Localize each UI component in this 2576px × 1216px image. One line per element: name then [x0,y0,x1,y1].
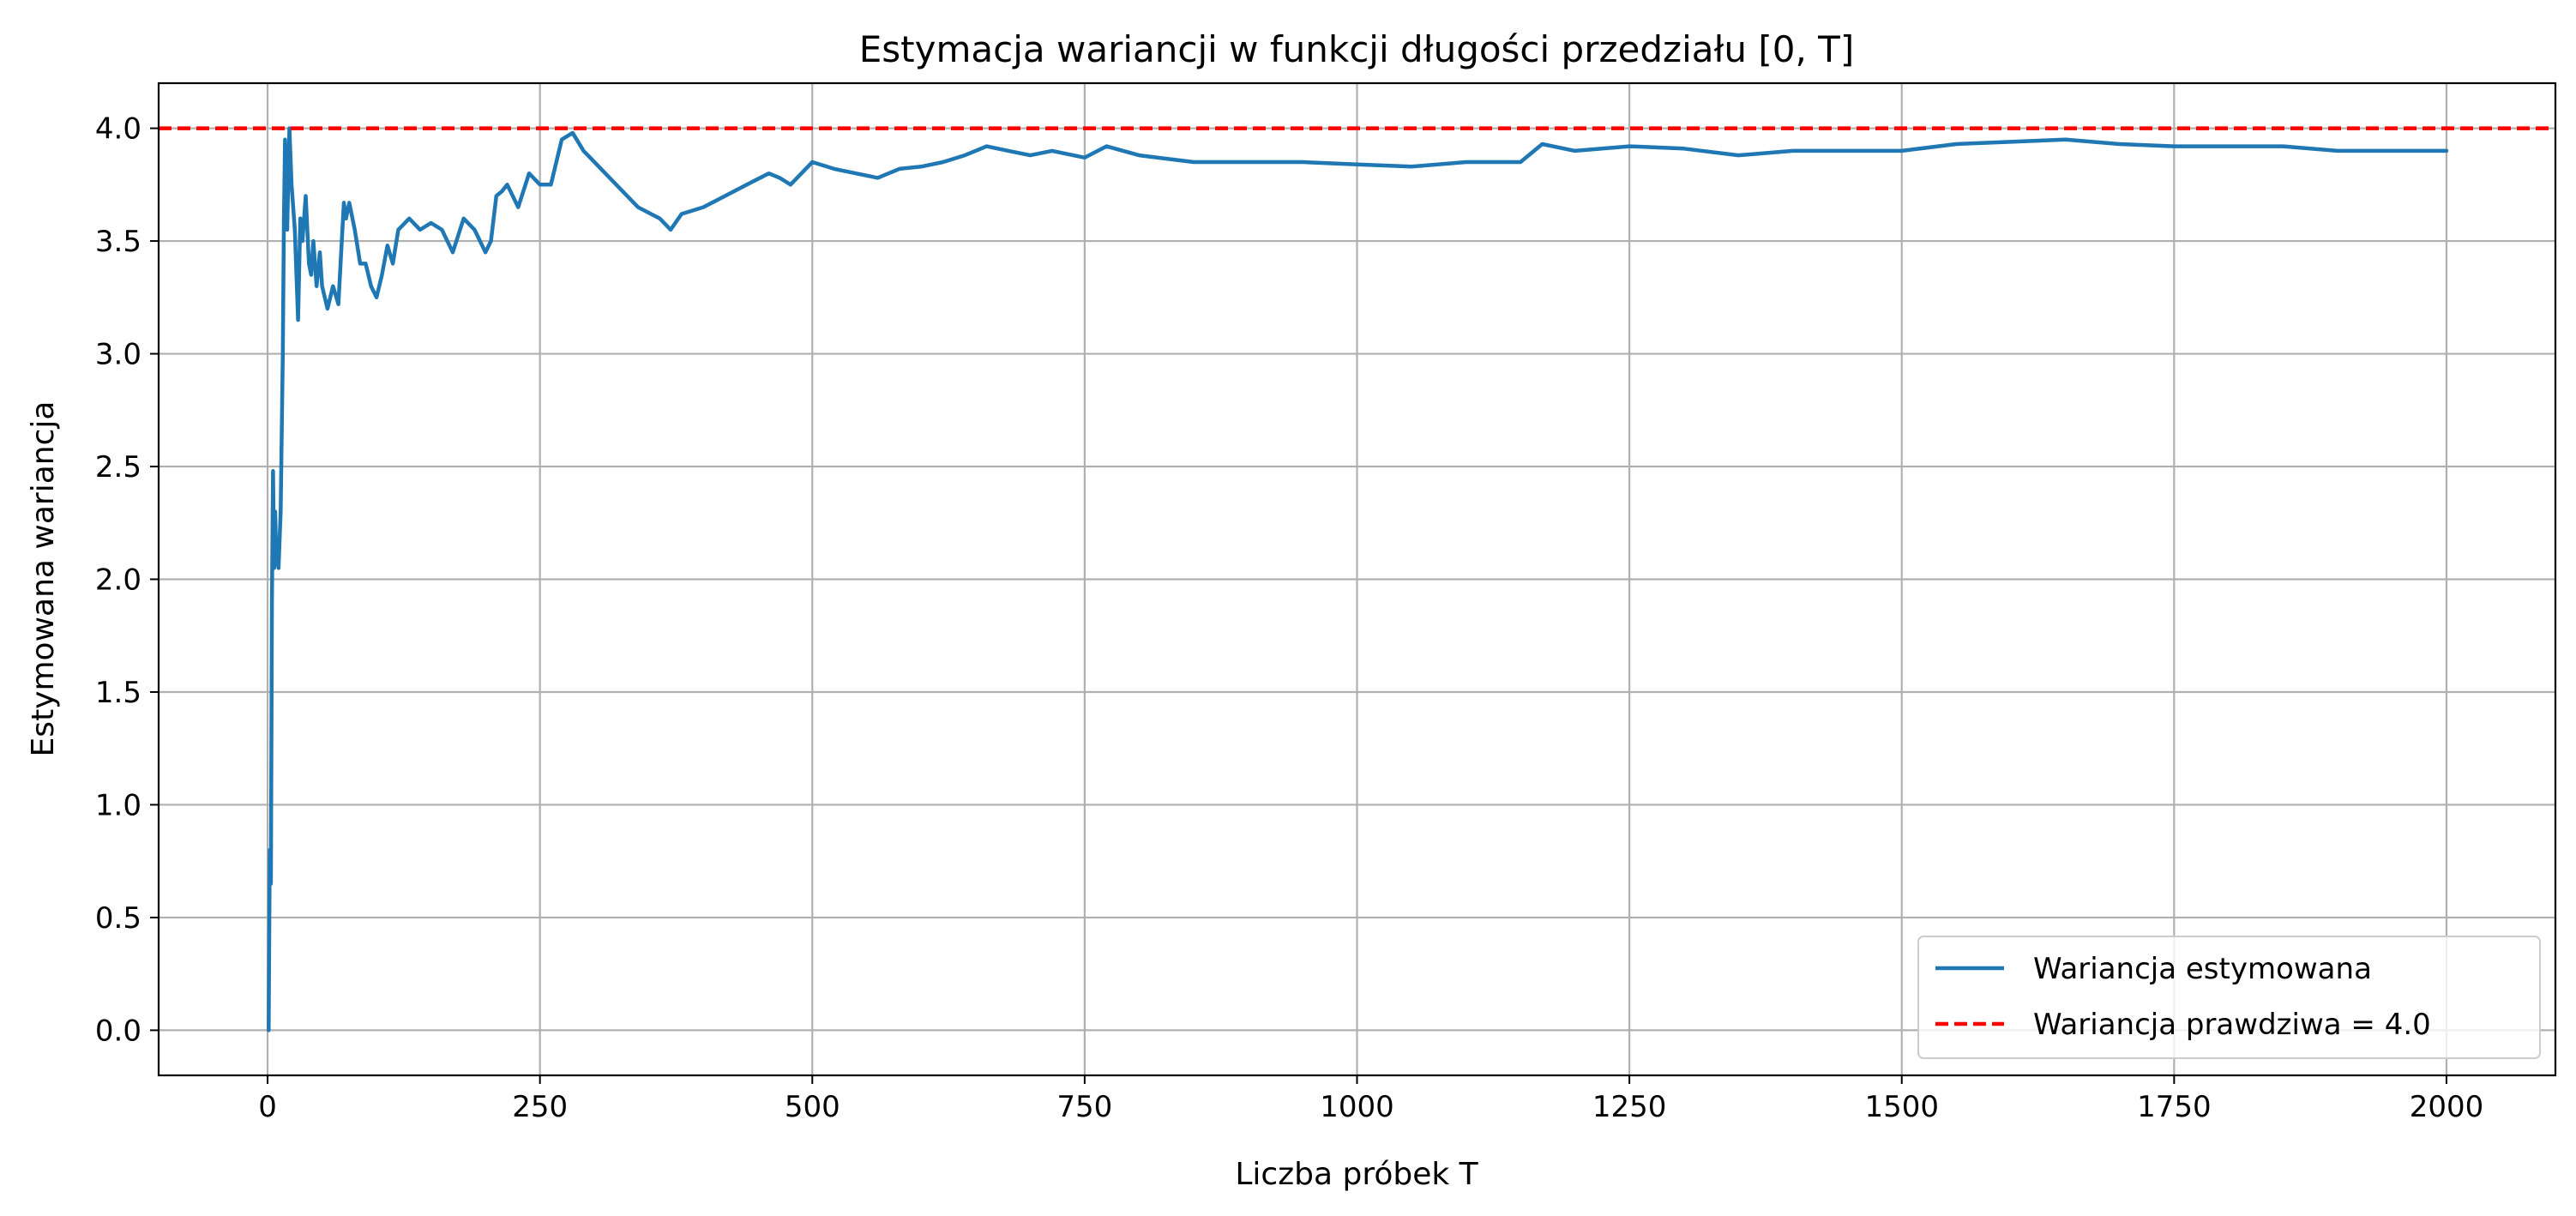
legend-box [1917,936,2541,1059]
x-tick-label: 2000 [2410,1090,2484,1124]
y-tick-label: 0.5 [95,901,141,936]
y-tick-label: 2.0 [95,563,141,598]
x-tick-label: 1500 [1864,1090,1939,1124]
x-axis-title: Liczba próbek T [1235,1157,1478,1192]
y-tick-label: 4.0 [95,112,141,147]
chart-title: Estymacja wariancji w funkcji długości p… [859,28,1854,70]
legend-label-estimated: Wariancja estymowana [2033,952,2372,986]
y-tick-label: 3.5 [95,225,141,259]
y-tick-label: 1.0 [95,788,141,822]
x-tick-label: 500 [785,1090,840,1124]
x-tick-label: 1000 [1320,1090,1394,1124]
legend-label-true: Wariancja prawdziwa = 4.0 [2033,1008,2431,1042]
y-tick-label: 1.5 [95,676,141,710]
axis-ticks: 0 250 500 750 1000 1250 1500 1750 2000 0.0 0.5 1.0 1… [95,112,2483,1124]
x-tick-label: 0 [258,1090,277,1124]
y-tick-label: 2.5 [95,450,141,485]
x-tick-label: 1250 [1592,1090,1667,1124]
legend: Wariancja estymowana Wariancja prawdziwa… [1917,936,2541,1059]
series-layer [159,126,2555,1032]
y-axis-title: Estymowana wariancja [26,401,61,757]
estimated-variance-line [267,126,2449,1032]
y-tick-label: 3.0 [95,338,141,372]
x-tick-label: 250 [512,1090,568,1124]
x-tick-label: 750 [1056,1090,1112,1124]
y-tick-label: 0.0 [95,1014,141,1048]
x-tick-label: 1750 [2137,1090,2212,1124]
